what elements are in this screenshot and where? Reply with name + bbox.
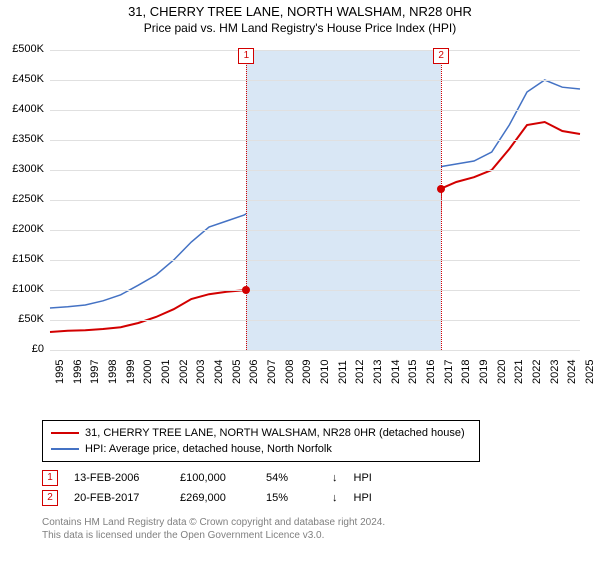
gridline [50,80,580,81]
x-axis-label: 2000 [142,360,154,384]
x-axis-label: 2012 [354,360,366,384]
transaction-marker-box: 2 [42,490,58,506]
marker-dot [437,185,445,193]
attribution-line: This data is licensed under the Open Gov… [42,529,385,542]
gridline [50,140,580,141]
transaction-price: £100,000 [180,472,250,484]
legend-label: 31, CHERRY TREE LANE, NORTH WALSHAM, NR2… [85,427,465,439]
transaction-date: 13-FEB-2006 [74,472,164,484]
y-axis-label: £150K [0,253,44,265]
y-axis-label: £400K [0,103,44,115]
x-axis-label: 2003 [195,360,207,384]
chart-area: £0 £50K £100K £150K £200K £250K £300K £350K £400… [0,42,600,412]
x-axis-label: 1997 [89,360,101,384]
marker-line [441,50,442,350]
y-axis-label: £500K [0,43,44,55]
x-axis-label: 2016 [425,360,437,384]
x-axis-label: 2007 [266,360,278,384]
gridline [50,350,580,351]
x-axis-label: 2002 [178,360,190,384]
legend: 31, CHERRY TREE LANE, NORTH WALSHAM, NR2… [42,420,480,462]
x-axis-label: 2019 [478,360,490,384]
x-axis-label: 2005 [231,360,243,384]
legend-label: HPI: Average price, detached house, Nort… [85,443,332,455]
transaction-row: 2 20-FEB-2017 £269,000 15% ↓ HPI [42,488,372,508]
transaction-marker-box: 1 [42,470,58,486]
x-axis-label: 2020 [496,360,508,384]
x-axis-label: 2015 [407,360,419,384]
x-axis-label: 2009 [301,360,313,384]
gridline [50,320,580,321]
y-axis-label: £200K [0,223,44,235]
marker-box: 2 [433,48,449,64]
y-axis-label: £100K [0,283,44,295]
attribution-text: Contains HM Land Registry data © Crown c… [42,516,385,542]
x-axis-label: 2014 [390,360,402,384]
y-axis-label: £450K [0,73,44,85]
transactions-table: 1 13-FEB-2006 £100,000 54% ↓ HPI 2 20-FEB-2017 £… [42,468,372,508]
marker-box: 1 [238,48,254,64]
y-axis-label: £50K [0,313,44,325]
x-axis-label: 1995 [54,360,66,384]
gridline [50,260,580,261]
y-axis-label: £300K [0,163,44,175]
attribution-line: Contains HM Land Registry data © Crown c… [42,516,385,529]
x-axis-label: 1999 [125,360,137,384]
y-axis-label: £0 [0,343,44,355]
x-axis-label: 2010 [319,360,331,384]
legend-item: HPI: Average price, detached house, Nort… [51,441,471,457]
legend-item: 31, CHERRY TREE LANE, NORTH WALSHAM, NR2… [51,425,471,441]
down-arrow-icon: ↓ [332,472,338,484]
gridline [50,230,580,231]
x-axis-label: 2011 [337,360,349,384]
chart-subtitle: Price paid vs. HM Land Registry's House … [0,21,600,35]
gridline [50,200,580,201]
x-axis-label: 1998 [107,360,119,384]
y-axis-label: £350K [0,133,44,145]
transaction-row: 1 13-FEB-2006 £100,000 54% ↓ HPI [42,468,372,488]
marker-line [246,50,247,350]
x-axis-label: 2022 [531,360,543,384]
gridline [50,170,580,171]
x-axis-label: 2017 [443,360,455,384]
gridline [50,110,580,111]
x-axis-label: 2025 [584,360,596,384]
x-axis-label: 2008 [284,360,296,384]
transaction-suffix: HPI [354,492,372,504]
y-axis-label: £250K [0,193,44,205]
transaction-suffix: HPI [354,472,372,484]
transaction-pct: 15% [266,492,316,504]
gridline [50,290,580,291]
legend-swatch [51,432,79,434]
x-axis-label: 2018 [460,360,472,384]
x-axis-label: 2021 [513,360,525,384]
gridline [50,50,580,51]
transaction-date: 20-FEB-2017 [74,492,164,504]
x-axis-label: 2013 [372,360,384,384]
down-arrow-icon: ↓ [332,492,338,504]
transaction-pct: 54% [266,472,316,484]
transaction-price: £269,000 [180,492,250,504]
x-axis-label: 2006 [248,360,260,384]
x-axis-label: 2004 [213,360,225,384]
x-axis-label: 2001 [160,360,172,384]
x-axis-label: 2023 [549,360,561,384]
chart-title: 31, CHERRY TREE LANE, NORTH WALSHAM, NR2… [0,4,600,19]
x-axis-label: 2024 [566,360,578,384]
legend-swatch [51,448,79,450]
x-axis-label: 1996 [72,360,84,384]
